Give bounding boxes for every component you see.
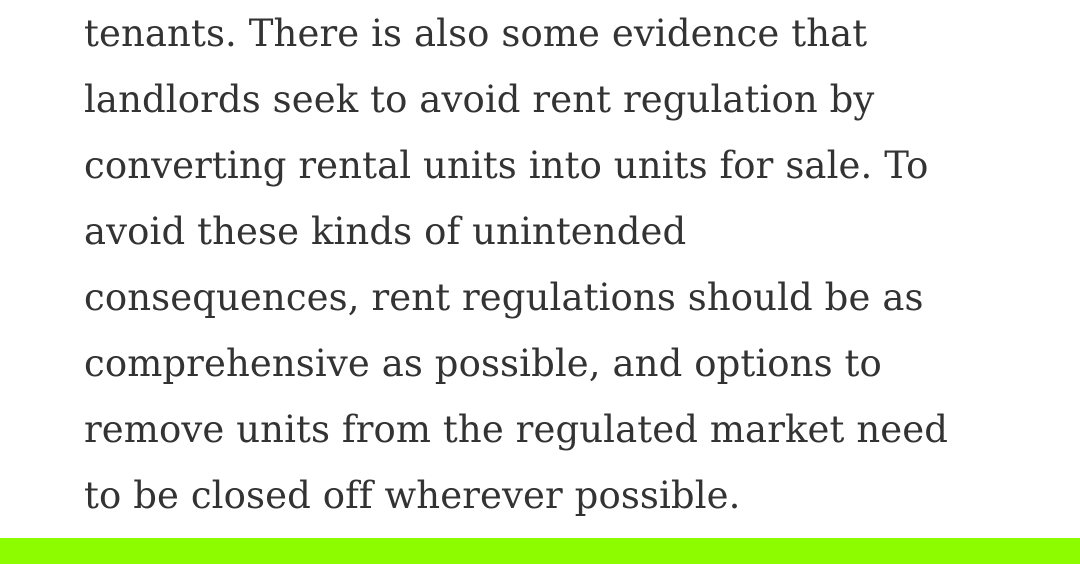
paragraph-line: converting rental units into units for s… bbox=[84, 144, 929, 187]
paragraph-line: tenants. There is also some evidence tha… bbox=[84, 12, 868, 55]
accent-bar bbox=[0, 538, 1080, 564]
paragraph-line: landlords seek to avoid rent regulation … bbox=[84, 78, 875, 121]
paragraph-line: to be closed off wherever possible. bbox=[84, 474, 741, 517]
paragraph-line: comprehensive as possible, and options t… bbox=[84, 342, 882, 385]
paragraph-line: consequences, rent regulations should be… bbox=[84, 276, 924, 319]
paragraph-line: avoid these kinds of unintended bbox=[84, 210, 687, 253]
paragraph-line: remove units from the regulated market n… bbox=[84, 408, 949, 451]
article-paragraph: tenants. There is also some evidence tha… bbox=[84, 0, 1044, 529]
